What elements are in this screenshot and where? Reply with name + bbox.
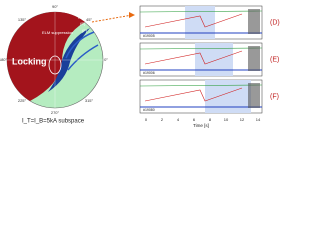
region-label: ELM suppression [42,30,73,35]
x-tick-label: 0 [145,117,148,122]
noise [248,46,260,71]
trace-red [144,13,243,28]
arrow [91,14,133,23]
noise [248,9,260,34]
trace-green [139,47,263,50]
angle-label: 180° [0,57,8,62]
figure: #19005 (D) #19006 (E) #19080 (F) 90° 135° 180° 2… [0,4,280,128]
x-tick-label: 10 [224,117,229,122]
angle-label: 45° [86,17,92,22]
x-tick-label: 8 [209,117,212,122]
locking-region [6,11,85,102]
highlight [185,6,215,39]
marker-label: (F) [82,28,88,33]
trace-red [144,50,243,65]
angle-label: 135° [18,17,27,22]
angle-label: 0° [104,57,108,62]
x-axis-title: Time [s] [193,123,209,128]
region-label: Locking [12,56,47,66]
angle-label: 315° [85,98,94,103]
x-tick-label: 2 [161,117,164,122]
trace-red [144,87,243,102]
x-tick-label: 4 [177,117,180,122]
marker-label: (D) [78,14,84,19]
angle-label: 225° [18,98,27,103]
trace-green [139,10,263,13]
x-tick-label: 14 [256,117,261,122]
shot-label: #19005 [143,34,155,38]
shot-label: #19006 [143,71,155,75]
trace-green [139,84,263,87]
angle-label: 270° [51,110,60,115]
shot-label: #19080 [143,108,155,112]
panel-label: (F) [270,93,279,100]
panel-label: (D) [270,19,280,26]
angle-label: 90° [52,4,58,9]
x-tick-label: 6 [193,117,196,122]
polar-plot [6,11,104,109]
arrow-head [129,12,135,18]
noise [248,83,260,108]
spiral-lines [65,31,99,71]
panel-label: (E) [270,56,279,63]
marker-label: (E) [80,21,86,26]
time-traces: #19005 (D) #19006 (E) #19080 (F) [139,5,280,114]
caption: I_T=I_B=5kA subspace [22,119,85,125]
x-tick-label: 12 [240,117,245,122]
highlight [195,43,233,76]
